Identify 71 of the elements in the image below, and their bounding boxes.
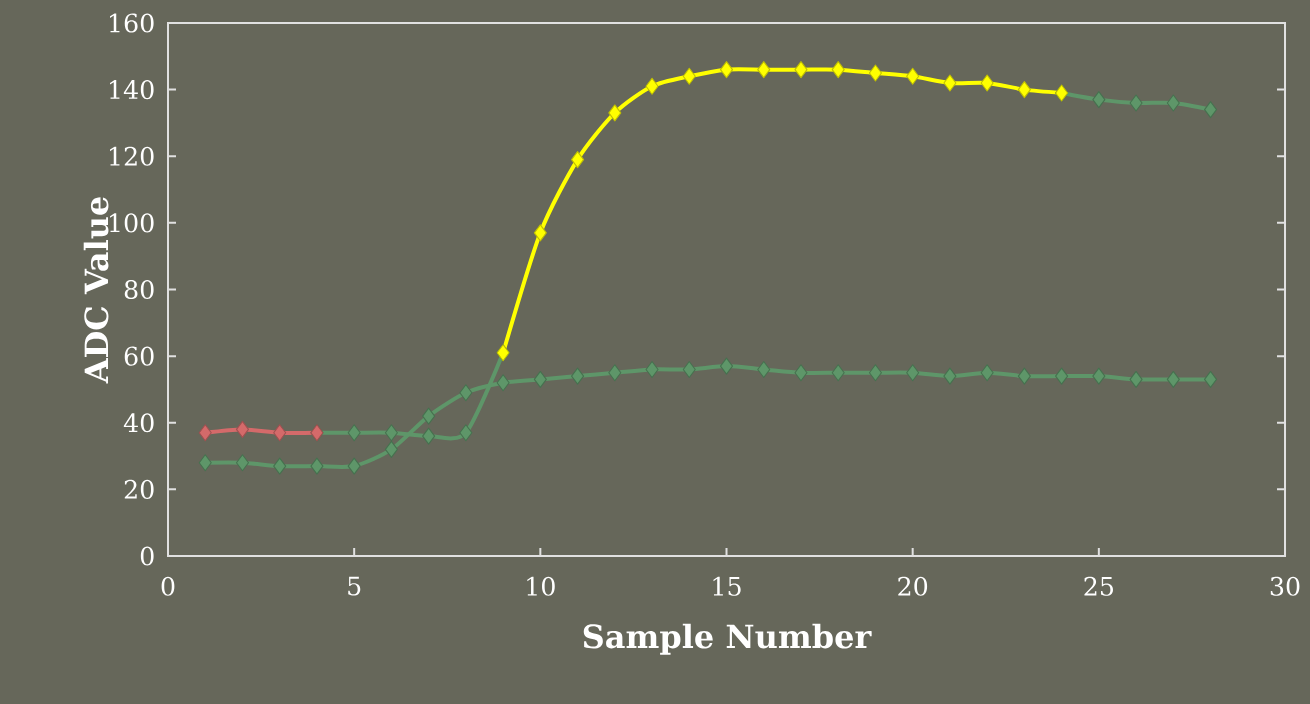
point [347,424,361,442]
point [1204,101,1218,119]
point [422,407,436,425]
x-tick-label: 10 [527,576,555,596]
point [980,74,994,92]
y-tick-label: 160 [110,13,154,33]
point [1129,94,1143,112]
point [906,67,920,85]
y-axis-title: ADC Value [83,197,109,384]
point [682,360,696,378]
point [459,384,473,402]
point [496,374,510,392]
point [980,364,994,382]
point [422,427,436,445]
point [608,364,622,382]
point [645,77,659,95]
point [571,367,585,385]
point [384,440,398,458]
point [831,364,845,382]
point [533,370,547,388]
point [757,360,771,378]
point [533,224,547,242]
point [235,420,250,438]
point [831,61,845,79]
point [273,457,287,475]
y-tick-label: 40 [123,413,154,433]
point [682,67,696,85]
point [347,457,361,475]
point [868,64,882,82]
point [235,454,250,472]
point [1092,91,1106,109]
point [198,424,212,442]
x-tick-label: 30 [1270,576,1300,596]
x-tick-label: 20 [898,576,928,596]
point [1055,367,1069,385]
point [1166,94,1180,112]
point [868,364,882,382]
y-tick-label: 100 [110,213,154,233]
point [198,454,212,472]
point [608,104,622,122]
point [794,61,808,79]
point [943,74,957,92]
x-axis-title: Sample Number [583,623,872,655]
point [310,457,324,475]
y-tick-label: 60 [124,346,154,366]
point [384,424,398,442]
point [794,364,808,382]
y-tick-label: 80 [124,279,154,300]
x-tick-label: 25 [1084,576,1113,596]
y-tick-label: 0 [140,546,154,566]
point [757,61,771,79]
point [1204,370,1218,388]
point [645,360,659,378]
y-tick-label: 20 [124,479,154,499]
point [1129,370,1143,388]
x-tick-label: 0 [161,576,175,596]
point [719,61,734,79]
y-tick-label: 120 [110,146,154,166]
point [1017,367,1031,385]
point [906,364,920,382]
point [571,151,585,169]
point [1166,370,1180,388]
x-tick-label: 5 [348,576,361,596]
point [943,367,957,385]
point [1092,367,1106,385]
point [459,424,473,442]
y-tick-label: 140 [110,80,154,100]
point [1017,81,1031,99]
point [273,424,287,442]
point [719,357,734,375]
x-tick-label: 15 [713,576,741,596]
